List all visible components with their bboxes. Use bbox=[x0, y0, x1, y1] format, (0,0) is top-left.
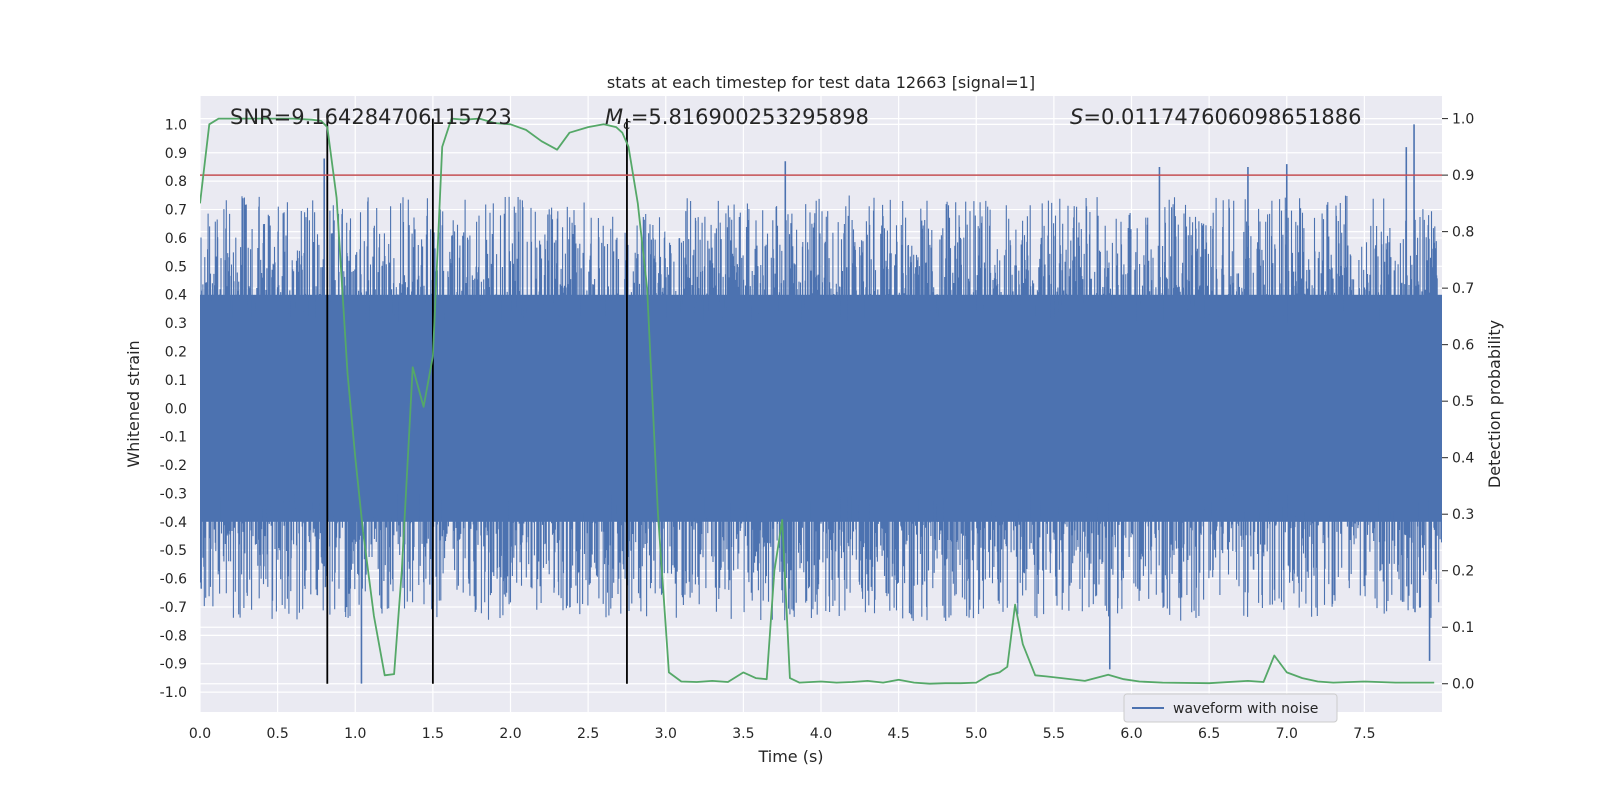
x-tick-label: 6.0 bbox=[1120, 726, 1142, 742]
y-tick-label: 0.8 bbox=[165, 174, 187, 190]
x-tick-label: 0.0 bbox=[189, 726, 211, 742]
right-axis-label: Detection probability bbox=[1485, 320, 1504, 488]
y-tick-label: 0.9 bbox=[165, 146, 187, 162]
right-tick-label: 0.8 bbox=[1452, 225, 1474, 241]
y-tick-label: 0.0 bbox=[165, 401, 187, 417]
x-tick-label: 2.0 bbox=[499, 726, 521, 742]
right-tick-label: 0.7 bbox=[1452, 281, 1474, 297]
x-tick-label: 3.5 bbox=[732, 726, 754, 742]
x-tick-label: 7.5 bbox=[1353, 726, 1375, 742]
y-tick-label: 0.7 bbox=[165, 203, 187, 219]
time-markers bbox=[326, 118, 628, 684]
y-tick-label: 0.2 bbox=[165, 344, 187, 360]
x-tick-label: 1.5 bbox=[422, 726, 444, 742]
waveform-trace bbox=[200, 195, 1442, 621]
right-tick-label: 0.2 bbox=[1452, 564, 1474, 580]
x-axis-label: Time (s) bbox=[757, 747, 823, 766]
x-tick-label: 5.0 bbox=[965, 726, 987, 742]
y-tick-label: -0.9 bbox=[160, 657, 187, 673]
y-tick-label: 1.0 bbox=[165, 117, 187, 133]
right-tick-label: 0.1 bbox=[1452, 620, 1474, 636]
x-tick-label: 1.0 bbox=[344, 726, 366, 742]
y-tick-label: -0.3 bbox=[160, 486, 187, 502]
y-tick-label: -0.5 bbox=[160, 543, 187, 559]
right-tick-label: 0.5 bbox=[1452, 394, 1474, 410]
x-tick-label: 5.5 bbox=[1043, 726, 1065, 742]
chart-title: stats at each timestep for test data 126… bbox=[607, 73, 1035, 92]
y-tick-label: -0.7 bbox=[160, 600, 187, 616]
y-tick-label: 0.6 bbox=[165, 231, 187, 247]
right-tick-label: 0.4 bbox=[1452, 451, 1474, 467]
probability-series bbox=[200, 117, 1435, 685]
y-tick-label: -0.8 bbox=[160, 628, 187, 644]
right-tick-label: 0.0 bbox=[1452, 677, 1474, 693]
right-tick-label: 0.3 bbox=[1452, 507, 1474, 523]
right-axis-ticks: 1.0 0.9 0.8 0.7 0.6 0.5 0.4 0.3 0.2 0.1 0.0 bbox=[1442, 112, 1474, 693]
y-tick-label: -0.2 bbox=[160, 458, 187, 474]
legend: waveform with noise bbox=[1123, 693, 1338, 723]
x-tick-label: 0.5 bbox=[266, 726, 288, 742]
x-tick-label: 2.5 bbox=[577, 726, 599, 742]
right-tick-label: 0.6 bbox=[1452, 338, 1474, 354]
x-tick-label: 6.5 bbox=[1198, 726, 1220, 742]
y-tick-label: 0.4 bbox=[165, 288, 187, 304]
y-tick-label: -0.1 bbox=[160, 430, 187, 446]
y-tick-label: 0.5 bbox=[165, 259, 187, 275]
right-tick-label: 1.0 bbox=[1452, 112, 1474, 128]
legend-label: waveform with noise bbox=[1173, 701, 1318, 717]
probability-line bbox=[200, 117, 1435, 685]
chirp-mass-annotation: Mc=5.816900253295898 bbox=[605, 105, 869, 133]
x-tick-label: 4.5 bbox=[887, 726, 909, 742]
x-tick-label: 4.0 bbox=[810, 726, 832, 742]
y-axis-label: Whitened strain bbox=[124, 340, 143, 467]
right-tick-label: 0.9 bbox=[1452, 168, 1474, 184]
x-axis-ticks: 0.0 0.5 1.0 1.5 2.0 2.5 3.0 3.5 4.0 4.5 5.0 5.5 6.0 6… bbox=[189, 726, 1376, 742]
x-tick-label: 7.0 bbox=[1276, 726, 1298, 742]
y-tick-label: -0.4 bbox=[160, 515, 187, 531]
y-tick-label: -1.0 bbox=[160, 685, 187, 701]
y-tick-label: 0.1 bbox=[165, 373, 187, 389]
s-annotation: S=0.011747606098651886 bbox=[1070, 105, 1361, 129]
y-tick-label: -0.6 bbox=[160, 572, 187, 588]
y-tick-label: 0.3 bbox=[165, 316, 187, 332]
snr-annotation: SNR=9.164284706115723 bbox=[230, 105, 512, 129]
y-axis-ticks: 1.0 0.9 0.8 0.7 0.6 0.5 0.4 0.3 0.2 0.1 0.0 -0.1 -0.… bbox=[160, 117, 187, 701]
x-tick-label: 3.0 bbox=[655, 726, 677, 742]
